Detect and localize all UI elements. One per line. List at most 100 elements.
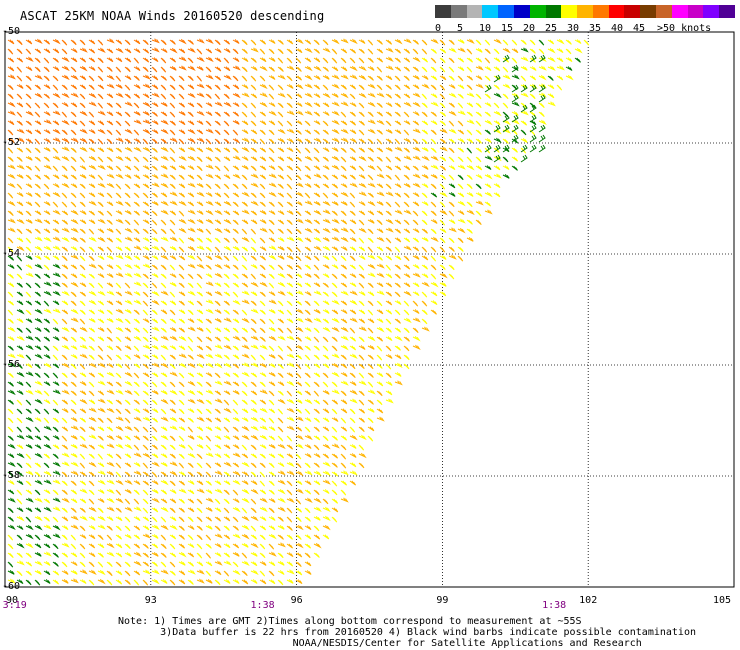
wind-barb <box>160 462 168 467</box>
wind-barb <box>376 219 383 226</box>
wind-barb <box>295 524 304 531</box>
wind-barb <box>232 192 240 198</box>
wind-barb <box>88 147 96 153</box>
wind-barb <box>349 480 357 486</box>
wind-barb <box>124 453 132 459</box>
wind-barb <box>403 290 412 297</box>
wind-barb <box>304 255 312 261</box>
wind-barb <box>241 344 250 350</box>
wind-barb <box>133 381 140 387</box>
wind-barb <box>538 65 547 71</box>
wind-barb <box>160 111 168 117</box>
wind-barb <box>304 218 313 225</box>
wind-barb <box>160 479 169 486</box>
wind-barb <box>250 75 257 82</box>
wind-barb <box>25 524 34 531</box>
wind-barb <box>358 57 365 64</box>
wind-barb <box>268 354 276 359</box>
latitude-tick-label: -60 <box>2 581 21 592</box>
wind-barb <box>34 48 42 54</box>
wind-barb <box>97 138 104 145</box>
wind-barb <box>286 507 293 514</box>
wind-barb <box>421 228 428 234</box>
wind-barb <box>61 282 68 288</box>
wind-barb <box>214 579 221 586</box>
wind-barb <box>448 273 455 280</box>
wind-barb <box>97 75 104 82</box>
wind-barb <box>304 363 311 370</box>
wind-barb <box>178 471 186 477</box>
wind-barb <box>286 219 293 225</box>
wind-barb <box>25 75 32 81</box>
wind-barb <box>205 56 214 63</box>
wind-barb <box>97 524 106 530</box>
wind-barb <box>304 552 311 559</box>
legend-label: 25 <box>545 23 558 34</box>
wind-barb <box>241 317 250 324</box>
wind-barb <box>295 147 302 154</box>
wind-barb <box>79 146 88 153</box>
wind-barb <box>52 552 59 558</box>
wind-barb <box>124 272 133 278</box>
wind-barb <box>493 48 500 55</box>
wind-barb <box>52 426 59 433</box>
wind-barb <box>331 309 339 315</box>
wind-barb <box>340 246 348 251</box>
wind-barb <box>160 165 168 170</box>
wind-barb <box>52 272 61 278</box>
wind-barb <box>268 182 277 188</box>
wind-barb <box>448 165 456 171</box>
wind-barb <box>169 165 177 171</box>
wind-barb <box>322 515 331 522</box>
wind-barb <box>187 390 196 396</box>
wind-barb <box>142 309 149 316</box>
wind-barb <box>403 155 412 161</box>
wind-barb <box>79 210 87 215</box>
wind-barb <box>259 156 267 162</box>
wind-barb <box>304 57 312 63</box>
wind-barb <box>268 516 276 521</box>
wind-barb <box>349 408 356 415</box>
wind-barb <box>151 245 160 251</box>
wind-barb <box>547 56 556 63</box>
wind-barb <box>493 137 502 143</box>
wind-barb <box>115 579 123 585</box>
wind-barb <box>97 110 106 116</box>
wind-barb <box>97 345 104 352</box>
wind-barb <box>52 417 59 423</box>
wind-barb <box>25 255 33 260</box>
wind-barb <box>34 263 43 270</box>
wind-barb <box>385 255 393 261</box>
wind-barb <box>160 506 169 513</box>
wind-barb <box>250 569 259 576</box>
wind-barb <box>376 228 384 234</box>
wind-barb <box>79 488 88 494</box>
wind-barb <box>196 219 204 224</box>
wind-barb <box>259 497 268 503</box>
wind-barb <box>79 336 86 342</box>
wind-barb <box>259 75 266 82</box>
wind-barb <box>97 39 104 46</box>
wind-barb <box>367 291 375 297</box>
wind-barb <box>88 534 96 540</box>
wind-barb <box>106 165 114 171</box>
wind-barb <box>358 227 367 234</box>
wind-barb <box>178 129 186 135</box>
wind-barb <box>403 147 410 153</box>
wind-barb <box>322 372 329 379</box>
wind-barb <box>16 237 24 243</box>
wind-barb <box>232 255 239 262</box>
wind-barb <box>331 236 340 242</box>
wind-barb <box>61 192 68 199</box>
wind-barb <box>160 66 167 73</box>
wind-barb <box>367 399 374 405</box>
wind-barb <box>142 462 149 469</box>
wind-barb <box>430 236 439 243</box>
wind-barb <box>88 39 96 45</box>
wind-barb <box>178 381 185 388</box>
wind-barb <box>142 219 150 225</box>
wind-barb <box>502 74 511 80</box>
wind-barb <box>115 254 124 260</box>
wind-barb <box>79 480 87 486</box>
wind-barb <box>115 210 123 215</box>
